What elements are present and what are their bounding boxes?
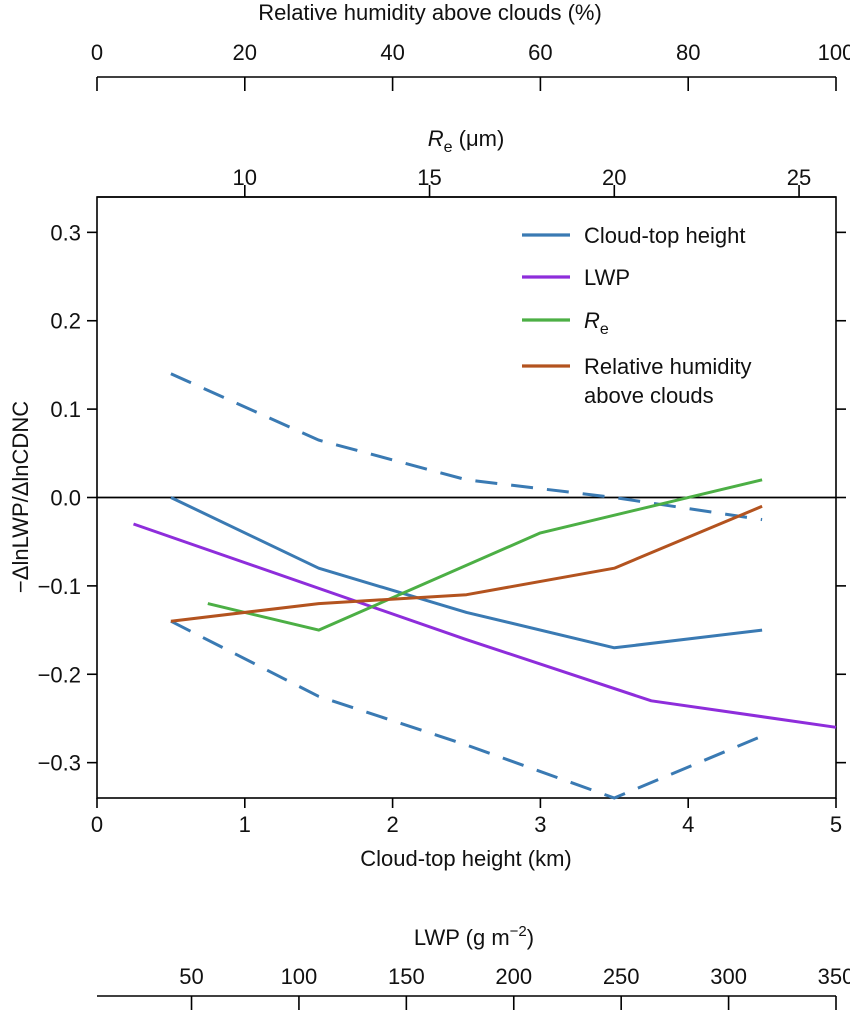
y-tick-label: 0.1: [50, 397, 81, 422]
lwp-tick-label: 250: [603, 964, 640, 989]
lwp-tick-label: 350: [818, 964, 850, 989]
lwp-tick-label: 100: [281, 964, 318, 989]
cloud-top-height-line: [170, 496, 763, 650]
re-tick-label: 20: [602, 165, 626, 190]
y-tick-label: 0.2: [50, 309, 81, 334]
legend-label: Re: [584, 308, 609, 338]
x-axis-title: Cloud-top height (km): [360, 846, 572, 871]
re-tick-label: 25: [787, 165, 811, 190]
x-tick-label: 1: [239, 812, 251, 837]
re-axis-title-sub: e: [444, 139, 453, 156]
x-tick-label: 4: [682, 812, 694, 837]
lwp-tick-label: 300: [710, 964, 747, 989]
rh-axis: Relative humidity above clouds (%) 0 20 40…: [91, 0, 850, 91]
re-tick-label: 15: [417, 165, 441, 190]
y-axis-title: −ΔlnLWP/ΔlnCDNC: [8, 401, 33, 593]
lwp-tick-label: 150: [388, 964, 425, 989]
x-tick-label: 0: [91, 812, 103, 837]
lwp-tick-label: 50: [179, 964, 203, 989]
legend-label: LWP: [584, 265, 630, 290]
x-tick-label: 2: [386, 812, 398, 837]
lwp-axis-title-close: ): [527, 925, 534, 950]
rh-tick-label: 100: [818, 40, 850, 65]
re-axis-title: Re (μm): [428, 126, 505, 156]
cloud-top-height-ci-lower: [170, 619, 763, 800]
lwp-axis-title-main: LWP (g m: [414, 925, 510, 950]
legend-label: Relative humidity: [584, 354, 752, 379]
legend-label-main: R: [584, 308, 600, 333]
lwp-line: [133, 522, 837, 729]
legend-label: Cloud-top height: [584, 223, 745, 248]
y-tick-label: 0.0: [50, 486, 81, 511]
y-tick-label: −0.2: [38, 662, 81, 687]
re-axis-title-unit: (μm): [453, 126, 505, 151]
x-tick-label: 3: [534, 812, 546, 837]
re-axis-title-main: R: [428, 126, 444, 151]
legend-label-sub: e: [600, 321, 609, 338]
re-line: [207, 478, 763, 632]
legend: Cloud-top height LWP Re Relative humidity ab…: [522, 223, 752, 408]
legend-label-line2: above clouds: [584, 383, 714, 408]
lwp-axis-title: LWP (g m−2): [414, 923, 534, 950]
y-tick-label: −0.3: [38, 751, 81, 776]
re-axis: Re (μm) 10 15 20 25: [97, 126, 836, 198]
rh-tick-label: 0: [91, 40, 103, 65]
re-tick-label: 10: [233, 165, 257, 190]
lwp-tick-label: 200: [495, 964, 532, 989]
lwp-axis: LWP (g m−2) 50 100 150 200 250 300 350: [97, 923, 850, 1010]
rh-tick-label: 60: [528, 40, 552, 65]
rh-tick-label: 80: [676, 40, 700, 65]
x-tick-label: 5: [830, 812, 842, 837]
lwp-axis-title-sup: −2: [510, 923, 527, 940]
y-tick-label: 0.3: [50, 220, 81, 245]
rh-tick-label: 20: [233, 40, 257, 65]
rh-axis-title: Relative humidity above clouds (%): [258, 0, 602, 25]
rh-tick-label: 40: [380, 40, 404, 65]
y-tick-label: −0.1: [38, 574, 81, 599]
relative-humidity-line: [170, 504, 763, 623]
